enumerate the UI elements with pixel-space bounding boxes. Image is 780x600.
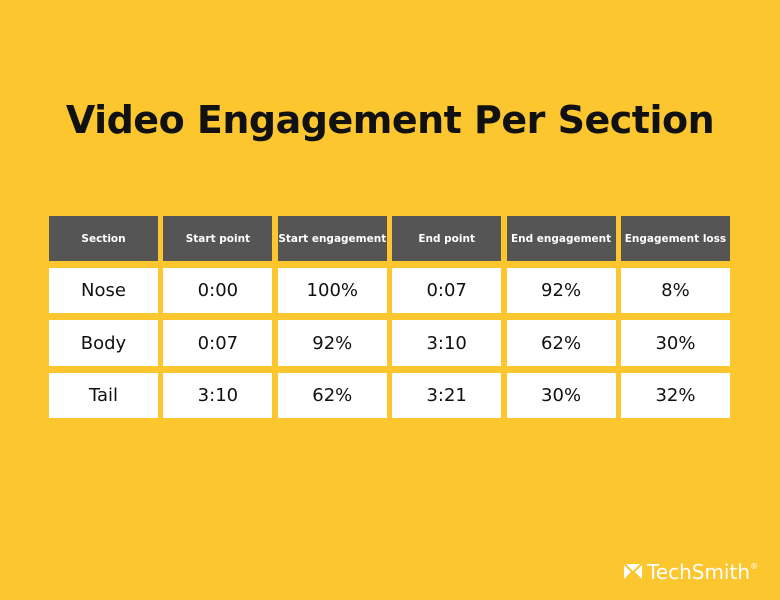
table-cell: 3:10 [163,373,273,418]
table-cell: 3:10 [392,320,502,366]
table-cell: 62% [277,373,387,418]
table-cell: 62% [506,320,616,366]
logo-text: TechSmith [646,560,750,584]
table-cell: 0:07 [392,268,502,313]
column-header: End point [392,216,502,261]
table-cell: 100% [277,268,387,313]
title: Video Engagement Per Section [65,98,715,142]
table-cell: Nose [49,268,158,313]
logo-icon [623,564,642,579]
table-cell: Tail [49,373,158,418]
table-cell: 3:21 [392,373,502,418]
table: Section Start point Start engagement End po… [49,216,730,418]
column-header: Start point [163,216,273,261]
table-cell: 8% [620,268,730,313]
table-cell: 92% [506,268,616,313]
column-header: Section [49,216,158,261]
logo: TechSmith ® [623,560,758,584]
table-cell: 0:07 [163,320,273,366]
table-cell: 30% [620,320,730,366]
table-cell: 0:00 [163,268,273,313]
table-cell: Body [49,320,158,366]
table-cell: 32% [620,373,730,418]
logo-mark: ® [750,562,758,571]
column-header: Engagement loss [620,216,730,261]
column-header: End engagement [506,216,616,261]
table-cell: 30% [506,373,616,418]
column-header: Start engagement [277,216,387,261]
table-cell: 92% [277,320,387,366]
